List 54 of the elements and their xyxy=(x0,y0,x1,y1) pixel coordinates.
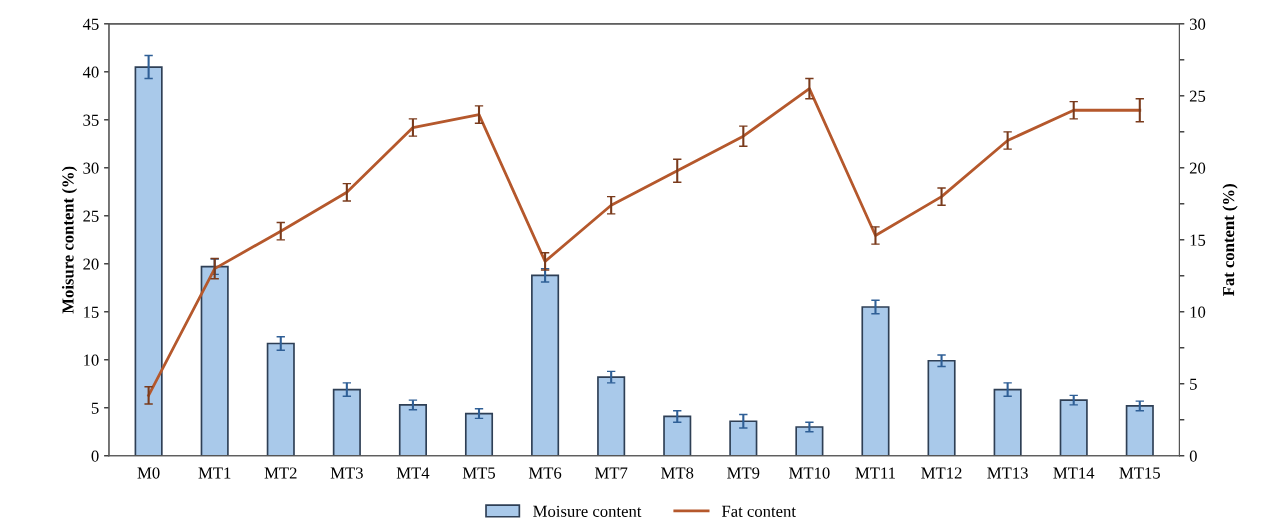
bar xyxy=(663,415,692,456)
y-tick-label: 20 xyxy=(83,258,99,270)
x-tick-label: MT1 xyxy=(198,467,231,479)
line-series xyxy=(147,87,1142,397)
bar xyxy=(266,342,295,456)
bar xyxy=(927,359,956,456)
x-tick-label: MT2 xyxy=(264,467,297,479)
bar xyxy=(861,306,890,456)
y-tick-label: 25 xyxy=(83,210,99,222)
y2-tick-label: 10 xyxy=(1190,306,1206,318)
bar xyxy=(531,274,560,456)
x-tick-label: MT7 xyxy=(594,467,628,479)
y-tick-label: 10 xyxy=(84,354,99,366)
bar xyxy=(729,420,758,456)
bar xyxy=(398,404,427,456)
bar xyxy=(464,412,494,456)
y-tick-label: 40 xyxy=(82,66,99,78)
bar xyxy=(1059,399,1088,456)
x-tick-label: MT13 xyxy=(987,467,1028,479)
bar xyxy=(1125,405,1154,456)
y2-tick-label: 30 xyxy=(1189,18,1206,30)
x-tick-label: MT5 xyxy=(462,467,496,479)
y-tick-label: 0 xyxy=(91,450,99,462)
bar xyxy=(795,426,824,456)
bar xyxy=(597,376,626,456)
x-tick-label: MT8 xyxy=(661,467,694,479)
y2-tick-label: 25 xyxy=(1189,90,1206,102)
x-tick-label: MT14 xyxy=(1053,467,1095,479)
bar xyxy=(332,388,361,456)
bar xyxy=(993,388,1022,456)
y2-tick-label: 20 xyxy=(1189,162,1206,174)
y2-tick-label: 15 xyxy=(1190,234,1206,246)
y-tick-label: 5 xyxy=(91,402,99,414)
x-tick-label: MT12 xyxy=(921,467,962,479)
x-tick-label: MT15 xyxy=(1119,467,1160,479)
y-axis-title: Moisure content (%) xyxy=(61,166,78,314)
y-tick-label: 30 xyxy=(83,162,99,174)
y-tick-label: 45 xyxy=(82,18,99,30)
x-tick-label: MT6 xyxy=(528,467,562,479)
y2-axis-title: Fat content (%) xyxy=(1222,184,1238,296)
x-tick-label: MT11 xyxy=(855,467,895,479)
bar xyxy=(134,66,163,456)
y-tick-label: 35 xyxy=(83,114,99,126)
legend-label: Moisure content xyxy=(533,505,642,517)
x-tick-label: MT9 xyxy=(727,467,760,479)
legend-label: Fat content xyxy=(721,505,796,517)
y2-tick-label: 5 xyxy=(1190,378,1197,390)
y2-tick-label: 0 xyxy=(1189,450,1197,462)
x-tick-label: MT3 xyxy=(330,467,363,479)
x-tick-label: MT10 xyxy=(789,467,830,479)
bar xyxy=(200,265,229,456)
x-tick-label: M0 xyxy=(137,467,160,479)
x-tick-label: MT4 xyxy=(396,467,430,479)
y-tick-label: 15 xyxy=(84,306,99,318)
